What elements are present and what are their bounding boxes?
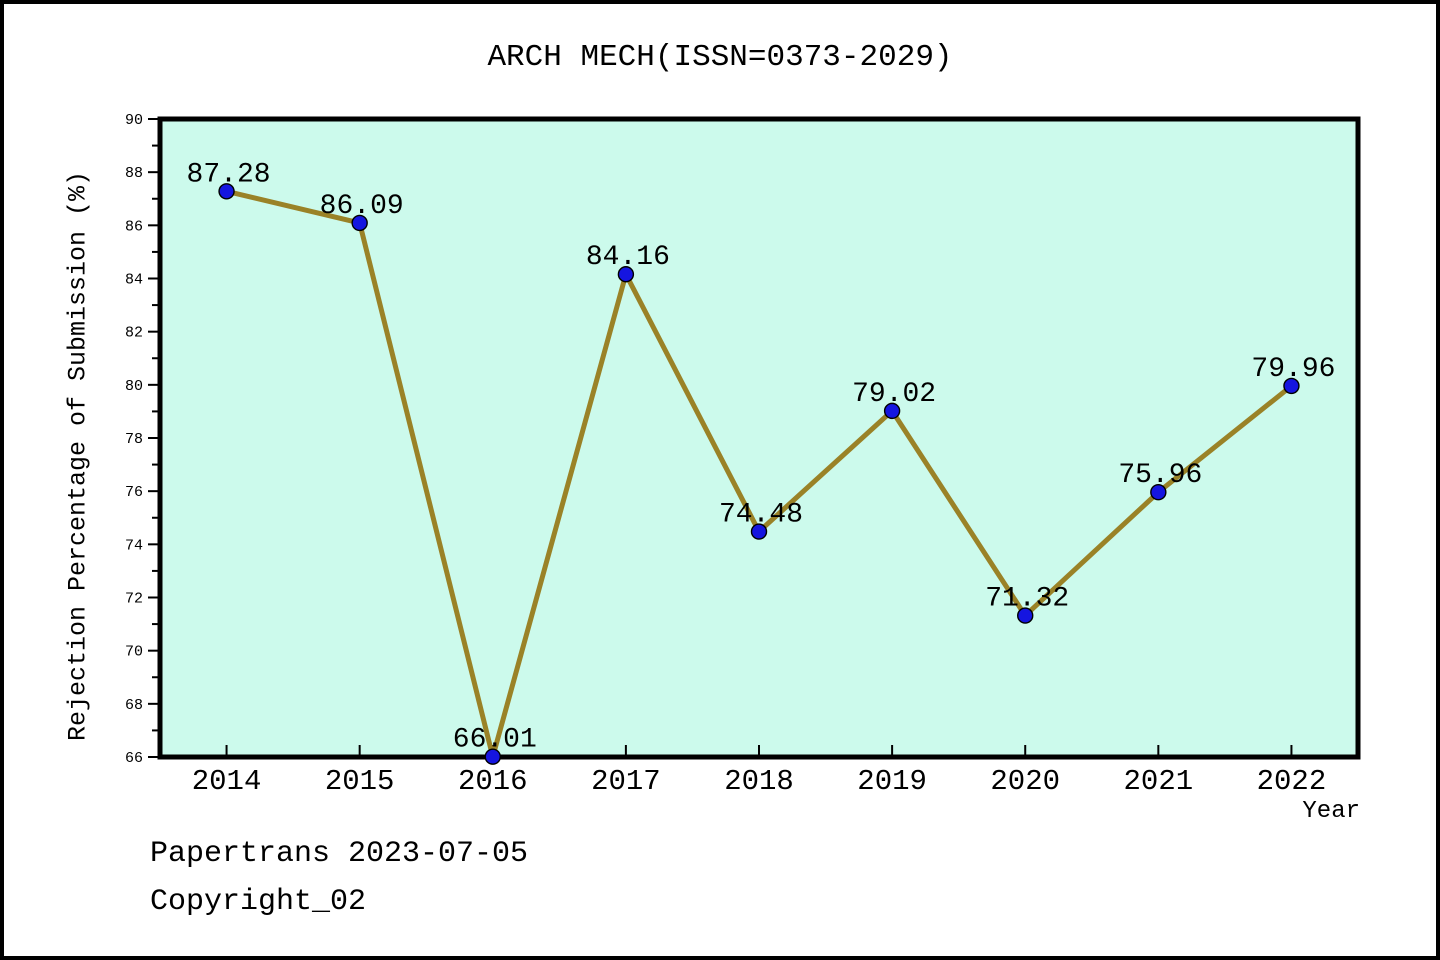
data-point-label: 79.02 <box>852 379 936 410</box>
plot-frame <box>157 116 1361 760</box>
x-tick-label: 2021 <box>1124 765 1194 798</box>
y-tick-label: 84 <box>125 272 143 289</box>
data-point-label: 79.96 <box>1251 354 1335 385</box>
y-tick-label: 66 <box>125 750 143 767</box>
y-tick-label: 68 <box>125 697 143 714</box>
data-point-label: 75.96 <box>1118 460 1202 491</box>
data-point <box>1150 484 1167 501</box>
data-point-label: 86.09 <box>320 191 404 222</box>
x-tick-label: 2015 <box>325 765 395 798</box>
data-point-label: 71.32 <box>985 584 1069 615</box>
watermark-source-date: Papertrans 2023-07-05 <box>150 837 529 871</box>
data-point-label: 66.01 <box>453 725 537 756</box>
chart-title: ARCH MECH(ISSN=0373-2029) <box>487 40 953 75</box>
y-tick-label: 88 <box>125 165 143 182</box>
data-point <box>617 266 635 283</box>
y-tick-label: 76 <box>125 484 143 501</box>
data-point <box>1283 377 1300 395</box>
data-point <box>484 748 501 765</box>
y-tick-label: 90 <box>125 112 143 129</box>
data-point-label: 74.48 <box>719 500 803 531</box>
y-tick-label: 80 <box>125 378 143 395</box>
data-point <box>750 523 768 540</box>
x-tick-label: 2016 <box>458 765 528 798</box>
x-tick-label: 2017 <box>591 765 661 798</box>
y-tick-label: 82 <box>125 325 143 342</box>
y-tick-label: 74 <box>125 537 143 554</box>
x-tick-label: 2018 <box>724 765 794 798</box>
data-point <box>883 402 901 420</box>
data-point <box>351 214 368 232</box>
watermark-copyright: Copyright_02 <box>150 885 367 919</box>
x-tick-label: 2022 <box>1257 765 1327 798</box>
x-tick-label: 2014 <box>192 765 262 798</box>
x-tick-label: 2020 <box>990 765 1060 798</box>
x-axis-label: Year <box>1302 798 1360 825</box>
y-axis-label: Rejection Percentage of Submission (%) <box>63 170 93 742</box>
data-point <box>218 183 235 200</box>
y-tick-label: 86 <box>125 218 143 235</box>
y-tick-label: 72 <box>125 591 143 608</box>
data-point <box>1017 607 1034 624</box>
y-tick-label: 78 <box>125 431 143 448</box>
y-tick-label: 70 <box>125 644 143 661</box>
data-point-label: 87.28 <box>187 159 271 190</box>
data-point-label: 84.16 <box>586 242 670 273</box>
x-tick-label: 2019 <box>857 765 927 798</box>
